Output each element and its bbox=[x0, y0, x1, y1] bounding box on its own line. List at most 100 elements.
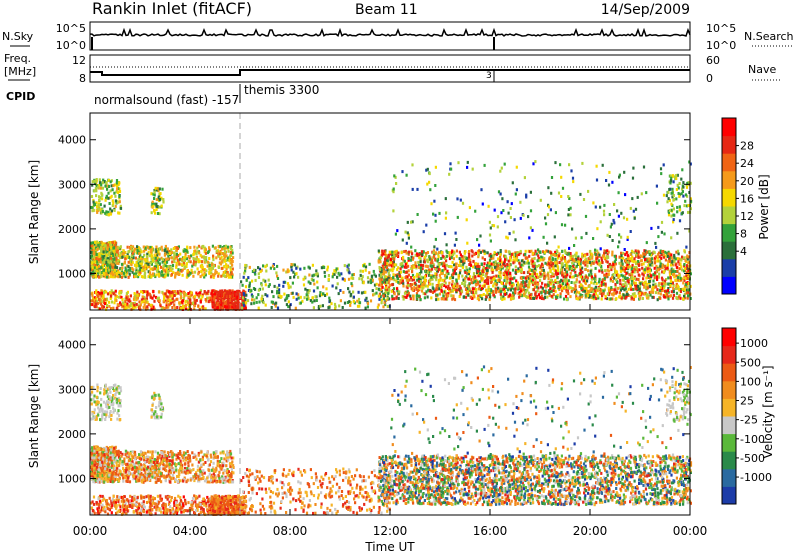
range-cell bbox=[567, 292, 569, 295]
range-cell bbox=[231, 264, 233, 267]
range-cell bbox=[104, 212, 106, 215]
range-cell bbox=[497, 258, 499, 261]
range-cell bbox=[188, 274, 190, 277]
range-cell bbox=[224, 271, 226, 274]
range-cell bbox=[176, 298, 178, 301]
range-cell bbox=[348, 291, 350, 294]
range-cell bbox=[410, 284, 412, 287]
range-cell bbox=[304, 296, 306, 299]
range-cell bbox=[138, 265, 140, 268]
range-cell bbox=[358, 291, 360, 294]
range-cell bbox=[133, 304, 135, 307]
range-cell bbox=[224, 294, 226, 297]
range-cell bbox=[492, 263, 494, 266]
range-cell bbox=[95, 257, 97, 260]
range-cell bbox=[638, 274, 640, 277]
range-cell bbox=[625, 267, 627, 270]
range-cell bbox=[98, 265, 100, 268]
range-cell bbox=[669, 295, 671, 298]
range-cell bbox=[110, 244, 112, 247]
range-cell bbox=[523, 261, 525, 264]
range-cell bbox=[219, 301, 221, 304]
range-cell bbox=[580, 287, 582, 290]
range-cell bbox=[630, 257, 632, 260]
range-cell bbox=[500, 295, 502, 298]
range-cell bbox=[534, 277, 536, 280]
range-cell bbox=[473, 253, 475, 256]
range-cell bbox=[660, 262, 662, 265]
range-cell bbox=[414, 261, 416, 264]
range-cell bbox=[183, 294, 185, 297]
range-cell bbox=[141, 269, 143, 272]
range-cell bbox=[484, 258, 486, 261]
range-cell bbox=[132, 307, 134, 310]
range-cell bbox=[157, 212, 159, 215]
range-cell bbox=[637, 260, 639, 263]
freq-tick-top: 12 bbox=[72, 54, 86, 67]
range-cell bbox=[586, 265, 588, 268]
range-cell bbox=[91, 294, 93, 297]
range-cell bbox=[641, 259, 643, 262]
range-cell bbox=[657, 292, 659, 295]
range-cell bbox=[105, 266, 107, 269]
range-cell bbox=[93, 209, 95, 212]
range-cell bbox=[110, 189, 112, 192]
range-cell bbox=[430, 261, 432, 264]
range-cell bbox=[329, 299, 331, 302]
range-cell bbox=[528, 262, 530, 265]
range-cell bbox=[619, 279, 621, 282]
range-cell bbox=[208, 250, 210, 253]
range-cell bbox=[362, 275, 364, 278]
range-cell bbox=[265, 304, 267, 307]
range-cell bbox=[605, 283, 607, 286]
range-cell bbox=[400, 263, 402, 266]
range-cell bbox=[659, 297, 661, 300]
range-cell bbox=[179, 253, 181, 256]
range-cell bbox=[95, 194, 97, 197]
range-cell bbox=[622, 283, 624, 286]
range-cell bbox=[271, 301, 273, 304]
range-cell bbox=[579, 265, 581, 268]
range-cell bbox=[463, 283, 465, 286]
range-cell bbox=[256, 301, 258, 304]
range-cell bbox=[574, 271, 576, 274]
range-cell bbox=[662, 266, 664, 269]
range-cell bbox=[627, 266, 629, 269]
range-cell bbox=[250, 302, 252, 305]
range-cell bbox=[276, 265, 278, 268]
range-cell bbox=[120, 207, 122, 210]
range-cell bbox=[348, 278, 350, 281]
range-cell bbox=[219, 257, 221, 260]
range-cell bbox=[96, 211, 98, 214]
range-cell bbox=[99, 271, 101, 274]
range-cell bbox=[420, 267, 422, 270]
range-cell bbox=[677, 260, 679, 263]
range-cell bbox=[505, 250, 507, 253]
noise-left-tick-bottom: 10^0 bbox=[56, 39, 86, 52]
range-cell bbox=[172, 264, 174, 267]
range-cell bbox=[153, 300, 155, 303]
range-cell bbox=[265, 283, 267, 286]
range-cell bbox=[637, 278, 639, 281]
range-cell bbox=[497, 290, 499, 293]
range-cell bbox=[131, 267, 133, 270]
range-cell bbox=[427, 285, 429, 288]
range-cell bbox=[155, 246, 157, 249]
range-cell bbox=[315, 269, 317, 272]
range-cell bbox=[229, 295, 231, 298]
range-cell bbox=[468, 256, 470, 259]
range-cell bbox=[176, 306, 178, 309]
range-cell bbox=[150, 296, 152, 299]
range-cell bbox=[218, 293, 220, 296]
range-cell bbox=[361, 291, 363, 294]
range-cell bbox=[141, 250, 143, 253]
range-cell bbox=[381, 301, 383, 304]
range-cell bbox=[439, 263, 441, 266]
range-cell bbox=[93, 249, 95, 252]
range-cell bbox=[420, 271, 422, 274]
range-cell bbox=[258, 272, 260, 275]
range-cell bbox=[165, 245, 167, 248]
range-cell bbox=[655, 291, 657, 294]
range-cell bbox=[503, 285, 505, 288]
range-cell bbox=[129, 247, 131, 250]
